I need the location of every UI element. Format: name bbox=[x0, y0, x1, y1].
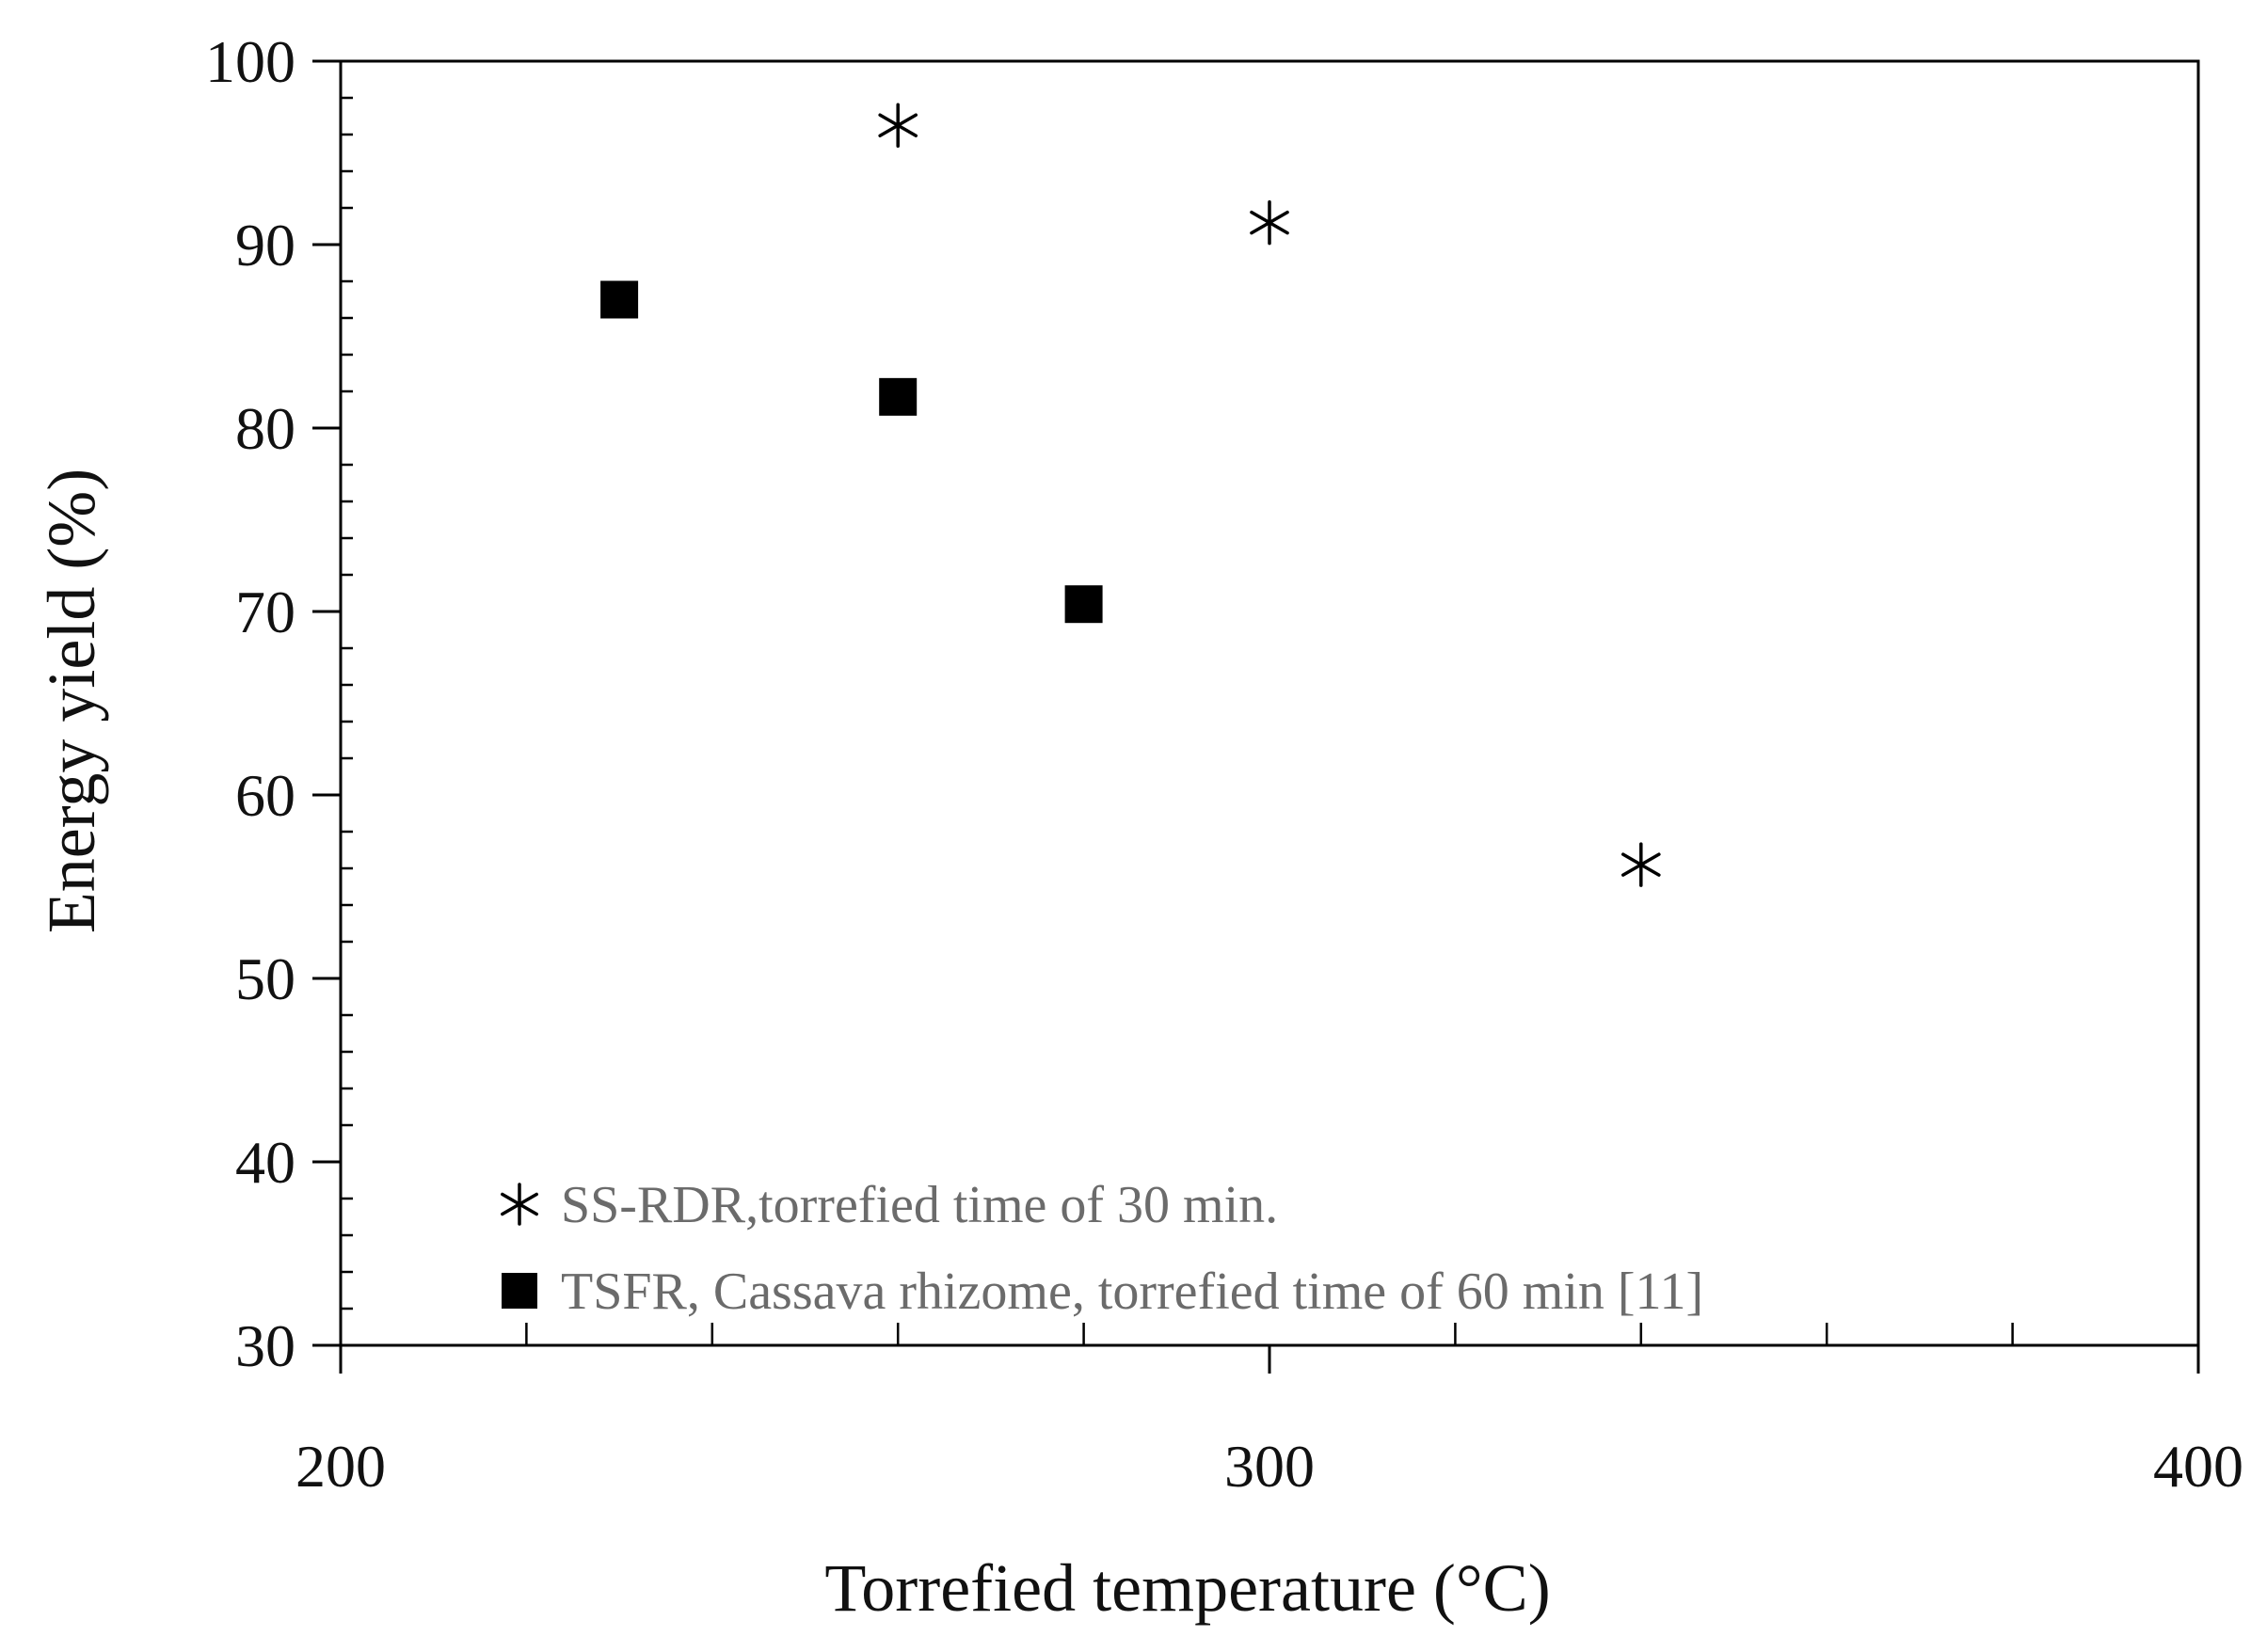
plot-frame bbox=[339, 59, 2200, 1347]
x-tick-label: 400 bbox=[2153, 1433, 2243, 1500]
data-points bbox=[600, 103, 1661, 887]
data-point-asterisk bbox=[878, 103, 918, 148]
data-point-asterisk bbox=[1620, 842, 1661, 887]
series-1 bbox=[878, 103, 1661, 887]
series-2 bbox=[600, 280, 1103, 624]
y-tick-label: 60 bbox=[235, 762, 295, 829]
y-tick-label: 80 bbox=[235, 395, 295, 462]
data-point-square bbox=[600, 280, 639, 319]
legend-entry-1: SS-RDR,torrefied time of 30 min. bbox=[501, 1176, 1278, 1234]
asterisk-stroke bbox=[501, 1192, 538, 1216]
y-tick-label: 40 bbox=[235, 1129, 295, 1196]
ticks: 30 40 50 60 70 80 90 100 200 300 400 bbox=[205, 28, 2243, 1500]
legend-label: SS-RDR,torrefied time of 30 min. bbox=[561, 1176, 1278, 1234]
data-point-square bbox=[1064, 585, 1103, 624]
axes bbox=[339, 59, 2200, 1347]
legend-label: TSFR, Cassava rhizome, torrefied time of… bbox=[561, 1263, 1703, 1321]
legend-entry-2: TSFR, Cassava rhizome, torrefied time of… bbox=[502, 1263, 1703, 1321]
asterisk-stroke bbox=[1620, 852, 1661, 877]
y-axis-title: Energy yield (%) bbox=[34, 469, 109, 934]
y-tick-label: 90 bbox=[235, 212, 295, 278]
y-tick-label: 50 bbox=[235, 945, 295, 1012]
legend: SS-RDR,torrefied time of 30 min. TSFR, Ca… bbox=[501, 1176, 1703, 1321]
x-axis-title: Torrefied temperature (°C) bbox=[824, 1550, 1550, 1626]
asterisk-stroke bbox=[1250, 210, 1289, 235]
x-tick-label: 200 bbox=[295, 1433, 386, 1500]
asterisk-stroke bbox=[878, 113, 918, 137]
y-tick-label: 100 bbox=[205, 28, 295, 95]
y-tick-label: 70 bbox=[235, 579, 295, 645]
y-tick-label: 30 bbox=[235, 1312, 295, 1379]
legend-square-marker bbox=[502, 1273, 537, 1309]
data-point-asterisk bbox=[1250, 199, 1289, 246]
legend-asterisk-marker bbox=[501, 1183, 538, 1226]
x-tick-label: 300 bbox=[1224, 1433, 1315, 1500]
data-point-square bbox=[879, 377, 918, 416]
